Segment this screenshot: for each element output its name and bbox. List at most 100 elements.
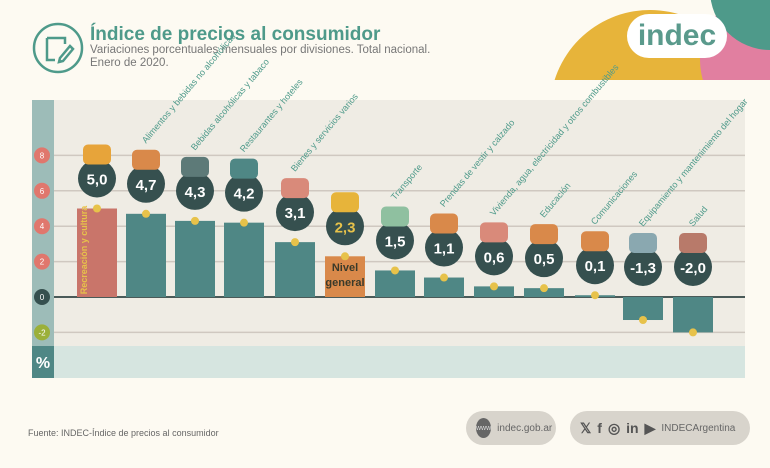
- social-handle: INDECArgentina: [661, 422, 736, 434]
- facebook-icon[interactable]: f: [597, 420, 602, 436]
- bar-marker: [591, 291, 599, 300]
- value-label: 1,1: [434, 241, 455, 258]
- category-icon: [132, 149, 160, 170]
- bar: [623, 297, 663, 321]
- value-bubble: [225, 173, 263, 212]
- category-icon: [281, 178, 309, 199]
- y-tick-marker: [34, 147, 50, 164]
- value-label: 4,2: [234, 186, 255, 203]
- axis-strip: [32, 100, 54, 378]
- y-tick-marker: [34, 289, 50, 305]
- bar: [424, 277, 464, 297]
- value-label: 5,0: [87, 172, 108, 189]
- value-bubble: [674, 248, 712, 286]
- category-icon: [381, 206, 409, 227]
- value-label: -2,0: [680, 260, 706, 277]
- category-label: Nivel: [332, 262, 358, 274]
- bar-marker: [440, 273, 448, 282]
- value-bubble: [576, 246, 614, 285]
- category-icon: [629, 233, 657, 253]
- bar-marker: [639, 316, 647, 325]
- youtube-icon[interactable]: ▶: [644, 419, 656, 436]
- bar-marker: [490, 282, 498, 291]
- website-text: indec.gob.ar: [497, 422, 553, 434]
- bar-marker: [291, 238, 299, 247]
- value-label: 2,3: [335, 219, 356, 236]
- value-label: 0,5: [534, 251, 555, 268]
- bar: [474, 286, 514, 297]
- website-link[interactable]: www indec.gob.ar: [466, 411, 556, 445]
- value-label: 0,1: [585, 258, 606, 275]
- value-label: 0,6: [484, 249, 505, 266]
- y-tick-label: 2: [40, 258, 45, 267]
- subtitle-line: Variaciones porcentuales mensuales por d…: [90, 44, 431, 56]
- value-label: 4,7: [136, 177, 157, 194]
- bar-marker: [142, 209, 150, 218]
- value-bubble: [176, 171, 214, 210]
- y-tick-marker: [34, 253, 50, 270]
- value-bubble: [525, 239, 563, 278]
- subtitle-date: Enero de 2020.: [90, 57, 169, 69]
- value-label: 1,5: [385, 233, 406, 250]
- subtitle: Variaciones porcentuales mensuales por d…: [90, 44, 490, 70]
- category-icon: [581, 231, 609, 252]
- y-tick-label: 8: [40, 151, 45, 160]
- category-icon: [430, 213, 458, 234]
- linkedin-icon[interactable]: in: [626, 420, 639, 436]
- category-icon: [480, 222, 508, 243]
- page-title: Índice de precios al consumidor: [90, 24, 381, 45]
- category-icon: [530, 224, 558, 245]
- indec-logo: indec: [627, 14, 727, 58]
- value-bubble: [276, 193, 314, 232]
- bar: [175, 220, 215, 297]
- twitter-icon[interactable]: 𝕏: [580, 419, 592, 436]
- category-icon: [83, 144, 111, 165]
- bar: [126, 213, 166, 297]
- bar: [673, 297, 713, 333]
- value-bubble: [78, 159, 116, 198]
- bar-marker: [540, 284, 548, 293]
- bar-marker: [391, 266, 399, 275]
- unit-box: [32, 346, 54, 378]
- category-icon: [230, 158, 258, 179]
- category-icon: [181, 156, 209, 177]
- y-tick-label: 4: [40, 222, 45, 231]
- value-bubble: [326, 207, 364, 246]
- bar: [77, 208, 117, 297]
- source-note: Fuente: INDEC-Índice de precios al consu…: [28, 428, 219, 438]
- bar-marker: [341, 252, 349, 261]
- instagram-icon[interactable]: ◎: [607, 419, 621, 436]
- category-label: general: [325, 277, 364, 289]
- bar: [325, 256, 365, 297]
- bar-marker: [240, 218, 248, 227]
- bar: [524, 288, 564, 297]
- bar-marker: [689, 328, 697, 337]
- bar: [275, 242, 315, 297]
- y-tick-marker: [34, 324, 50, 341]
- category-label: Recreación y cultura: [79, 205, 89, 295]
- y-tick-marker: [34, 218, 50, 235]
- bar: [375, 270, 415, 297]
- value-label: -1,3: [630, 260, 656, 277]
- notepad-pencil-icon: [32, 22, 84, 74]
- y-tick-label: 6: [40, 187, 45, 196]
- category-icon: [679, 233, 707, 253]
- category-icon: [331, 192, 359, 213]
- value-label: 3,1: [285, 205, 306, 222]
- value-bubble: [425, 228, 463, 267]
- www-icon: www: [476, 418, 492, 438]
- value-label: 4,3: [185, 184, 206, 201]
- y-tick-marker: [34, 182, 50, 199]
- value-bubble: [127, 164, 165, 203]
- bar-marker: [93, 204, 101, 213]
- value-bubble: [376, 221, 414, 260]
- value-bubble: [475, 237, 513, 276]
- y-tick-label: 0: [40, 293, 45, 302]
- bar-marker: [191, 216, 199, 225]
- y-tick-label: -2: [38, 328, 46, 337]
- value-bubble: [624, 248, 662, 286]
- bar: [224, 222, 264, 297]
- bottom-band: [32, 346, 745, 378]
